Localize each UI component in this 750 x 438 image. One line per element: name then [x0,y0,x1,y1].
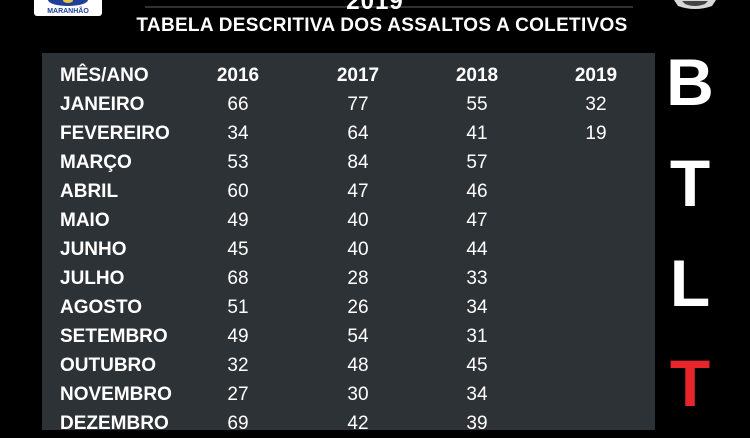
table-cell: 30 [347,384,369,405]
table-cell: 68 [227,268,249,289]
month-label: NOVEMBRO [60,384,172,405]
row-header-label: MÊS/ANO [60,65,149,86]
month-label: JULHO [60,268,125,289]
table-cell: 69 [227,413,249,434]
side-letter-t-red: T [669,346,711,420]
month-label: DEZEMBRO [60,413,169,434]
table-cell: 64 [347,123,369,144]
logo-text: MARANHÃO [47,8,89,15]
table-row: JULHO 68 28 33 [42,264,655,293]
table-cell: 60 [227,181,249,202]
table-cell: 34 [466,384,488,405]
table-cell: 19 [585,123,607,144]
table-row: ABRIL 60 47 46 [42,177,655,206]
side-letter-t: T [669,146,711,220]
table-cell: 51 [227,297,249,318]
table-cell: 34 [227,123,249,144]
table-cell: 41 [466,123,488,144]
table-cell: 77 [347,94,369,115]
table-cell [556,235,636,264]
table-row: OUTUBRO 32 48 45 [42,351,655,380]
header-year: 2019 [346,0,404,15]
side-letter-l: L [669,246,711,320]
table-cell: 28 [347,268,369,289]
table-cell: 66 [227,94,249,115]
table-cell: 34 [466,297,488,318]
table-cell: 40 [347,210,369,231]
month-label: AGOSTO [60,297,142,318]
month-label: JANEIRO [60,94,145,115]
table-row: JUNHO 45 40 44 [42,235,655,264]
month-label: JUNHO [60,239,127,260]
column-header: 2019 [574,65,618,86]
table-cell [556,409,636,438]
month-label: OUTUBRO [60,355,157,376]
table-cell [556,206,636,235]
table-cell: 39 [466,413,488,434]
side-letter-b: B [666,45,714,119]
table-cell: 31 [466,326,488,347]
table-row: MARÇO 53 84 57 [42,148,655,177]
table-header-row: MÊS/ANO 2016 2017 2018 2019 [42,61,655,90]
table-row: JANEIRO 66 77 55 32 [42,90,655,119]
month-label: MAIO [60,210,110,231]
table-row: FEVEREIRO 34 64 41 19 [42,119,655,148]
table-cell: 53 [227,152,249,173]
corner-logo-icon [672,0,718,10]
table-cell [556,322,636,351]
table-cell [556,351,636,380]
table-cell: 40 [347,239,369,260]
table-cell [556,177,636,206]
table-cell: 42 [347,413,369,434]
table-cell: 47 [347,181,369,202]
table-cell: 27 [227,384,249,405]
table-cell: 33 [466,268,488,289]
table-row: SETEMBRO 49 54 31 [42,322,655,351]
table-cell [556,293,636,322]
table-row: MAIO 49 40 47 [42,206,655,235]
month-label: FEVEREIRO [60,123,170,144]
table-cell: 45 [466,355,488,376]
table-cell: 49 [227,326,249,347]
table-cell: 45 [227,239,249,260]
table-cell: 55 [466,94,488,115]
month-label: SETEMBRO [60,326,168,347]
table-row: NOVEMBRO 27 30 34 [42,380,655,409]
table-cell: 47 [466,210,488,231]
column-header: 2018 [455,65,499,86]
table-cell: 57 [466,152,488,173]
data-table: MÊS/ANO 2016 2017 2018 2019 JANEIRO 66 7… [42,53,655,434]
shield-icon [48,0,88,6]
table-cell [556,148,636,177]
table-cell [556,380,636,409]
table-cell: 32 [227,355,249,376]
table-cell: 32 [585,94,607,115]
table-title: TABELA DESCRITIVA DOS ASSALTOS A COLETIV… [136,15,628,36]
month-label: MARÇO [60,152,132,173]
column-header: 2017 [336,65,380,86]
table-row: DEZEMBRO 69 42 39 [42,409,655,438]
top-bar [145,0,633,8]
table-cell: 44 [466,239,488,260]
table-cell: 48 [347,355,369,376]
table-cell: 46 [466,181,488,202]
column-header: 2016 [216,65,260,86]
table-cell [556,264,636,293]
table-row: AGOSTO 51 26 34 [42,293,655,322]
month-label: ABRIL [60,181,119,202]
table-cell: 54 [347,326,369,347]
table-cell: 84 [347,152,369,173]
table-cell: 26 [347,297,369,318]
state-logo: MARANHÃO [34,0,102,16]
table-cell: 49 [227,210,249,231]
